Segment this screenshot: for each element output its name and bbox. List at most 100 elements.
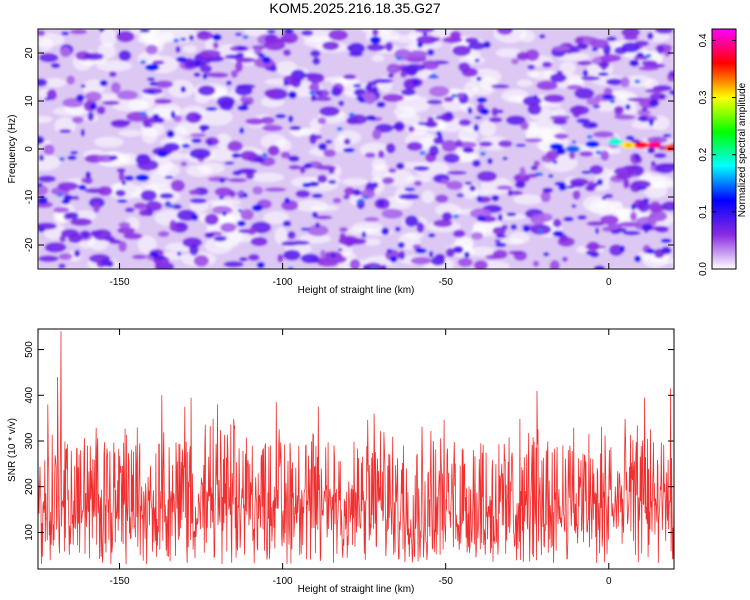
spectrogram-cell [427,48,435,56]
spectrogram-cell [59,234,66,243]
spectrogram-cell [198,124,210,131]
spectrogram-cell [428,86,450,97]
spectrogram-cell [502,156,508,161]
spectrogram-cell [559,61,576,75]
spectrogram-cell [257,53,265,58]
spectrogram-cell [327,255,347,264]
colorbar-tick-label: 0.1 [698,204,709,218]
spectrogram-cell [88,197,105,209]
spectrogram-cell [331,87,342,97]
spectrogram-cell [110,82,121,94]
spectrogram-cell [495,48,523,58]
spectrogram-cell [239,96,250,102]
spectrogram-cell [569,151,576,160]
spectrogram-cell [443,96,454,103]
spectrogram-cell [231,152,242,159]
spectrogram-cell [434,253,446,261]
spectrogram-cell [501,224,508,230]
spectrogram-cell [85,171,91,179]
spectrogram-cell [508,190,524,196]
spectrogram-cell [282,49,292,57]
spectrogram-cell [533,94,538,99]
spectrogram-cell [321,89,329,98]
spectrogram-cell [395,56,402,61]
snr-x-axis-label: Height of straight line (km) [298,584,415,595]
spectrogram-cell [38,226,46,233]
spectrogram-cell [623,35,639,41]
spectrogram-cell [474,58,480,63]
spectrogram-cell [491,194,500,202]
spectrogram-cell [583,195,608,213]
spectrogram-cell [455,92,465,99]
spectrogram-cell [338,235,359,246]
spectrogram-cell [537,172,544,177]
spectrogram-cell [245,117,265,125]
colorbar-label: Normalized spectral amplitude [737,82,748,217]
spectrogram-cell [566,84,583,90]
spectrogram-cell [446,170,467,175]
spectrogram-cell [377,150,385,159]
spectrogram-cell [237,220,246,227]
spectrogram-cell [647,32,654,40]
spectrogram-cell [620,245,626,253]
spectrogram-cell [190,132,207,138]
spectrogram-cell [596,178,604,186]
spectrogram-cell [38,78,48,87]
spectrogram-cell [625,103,631,111]
spectrogram-cell [655,162,674,174]
spectrogram-cell [527,103,542,116]
spectrogram-cell [149,252,160,257]
spectrogram-cell [533,160,540,167]
spectrogram-cell [188,189,201,196]
spectrogram-y-tick-label: -10 [24,189,35,204]
spectrogram-cell [212,33,222,41]
spectrogram-cell [571,204,577,208]
spectrogram-cell [527,64,535,70]
spectrogram-cell [476,195,482,203]
spectrogram-cell [479,120,496,137]
spectrogram-cell [649,118,654,127]
spectrogram-cell [322,41,340,51]
spectrogram-cell [251,204,263,212]
spectrogram-cell [519,166,526,178]
spectrogram-cell [223,261,244,268]
spectrogram-cell [166,130,175,138]
spectrogram-cell [454,139,463,147]
spectrogram-cell [145,184,178,193]
spectrogram-cell [552,230,564,237]
spectrogram-cell [247,227,257,236]
spectrogram-cell [102,100,120,106]
spectrogram-cell [116,90,139,100]
spectrogram-cell [262,124,283,132]
spectrogram-cell [386,248,393,254]
spectrogram-cell [211,205,233,215]
spectrogram-cell [532,260,540,267]
spectrogram-cell [636,186,647,191]
spectrogram-cell [140,189,157,201]
spectrogram-cell [609,99,616,104]
spectrogram-cell [349,258,361,269]
spectrogram-cell [152,113,160,119]
spectrogram-cell [614,114,636,120]
spectrogram-cell [239,256,248,262]
spectrogram-cell [124,175,135,181]
spectrogram-cell [552,118,568,125]
spectrogram-cell [212,41,220,50]
spectrogram-cell [613,166,636,177]
spectrogram-cell [520,121,530,131]
spectrogram-cell [363,262,384,269]
spectrogram-cell [413,165,430,172]
spectrogram-cell [369,36,382,45]
spectrogram-cell [240,208,254,221]
spectrogram-cell [175,56,188,63]
spectrogram-cell [189,243,199,256]
spectrogram-cell [109,155,118,161]
spectrogram-cell [78,184,87,191]
spectrogram-cell [237,105,249,111]
spectrogram-cell [317,174,328,184]
spectrogram-cell [58,263,66,269]
spectrogram-cell [556,70,563,75]
snr-x-tick-label: -100 [273,576,293,587]
spectrogram-cell [645,53,652,58]
spectrogram-cell [268,65,278,72]
